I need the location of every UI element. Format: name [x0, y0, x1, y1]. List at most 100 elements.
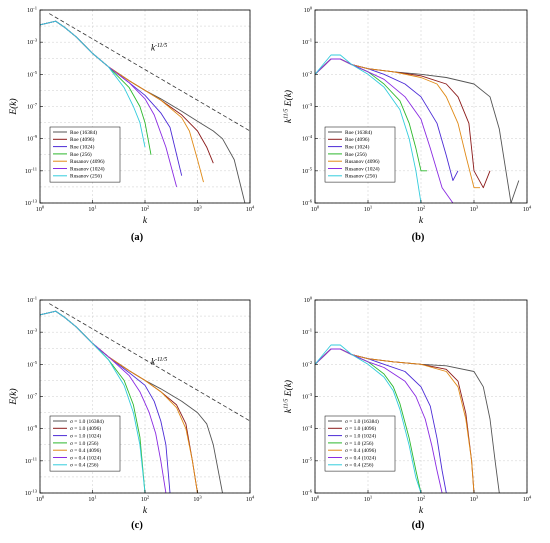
legend-box: [49, 126, 121, 183]
series-line-7: [315, 344, 422, 493]
y-tick-label: 100: [304, 6, 313, 15]
legend-entry: Rusanov (4096): [345, 158, 380, 165]
legend-entry: Roe (256): [70, 151, 92, 158]
legend-entry: σ = 1.0 (1024): [345, 433, 376, 440]
x-tick-label: 101: [364, 495, 373, 504]
reference-slope-line: [49, 13, 250, 132]
y-tick-label: 10-4: [302, 424, 313, 433]
legend-entry: σ = 0.4 (1024): [70, 454, 101, 461]
x-tick-label: 103: [193, 205, 202, 214]
reference-slope-line: [49, 303, 250, 422]
legend-entry: Rusanov (4096): [70, 158, 105, 165]
x-tick-label: 104: [246, 205, 255, 214]
legend-box: [49, 415, 121, 472]
y-tick-label: 10-5: [27, 360, 38, 369]
x-axis-label: k: [143, 216, 148, 226]
legend-entry: Rusanov (1024): [70, 165, 105, 172]
legend-entry: Rusanov (1024): [345, 165, 380, 172]
x-tick-label: 100: [311, 495, 320, 504]
y-tick-label: 10-5: [302, 456, 313, 465]
y-tick-label: 10-5: [302, 166, 313, 175]
legend-entry: σ = 1.0 (4096): [345, 425, 376, 432]
legend-box: [324, 415, 396, 472]
y-tick-label: 10-11: [25, 166, 38, 175]
legend-entry: σ = 1.0 (256): [345, 440, 374, 447]
y-tick-label: 10-9: [27, 134, 38, 143]
x-axis-label: k: [419, 506, 424, 516]
x-tick-label: 100: [36, 495, 45, 504]
legend: σ = 1.0 (16384)σ = 1.0 (4096)σ = 1.0 (10…: [49, 415, 121, 472]
legend-entry: σ = 0.4 (256): [345, 462, 374, 469]
y-tick-label: 10-7: [27, 102, 38, 111]
y-tick-label: 10-3: [27, 38, 38, 47]
legend-entry: Roe (16384): [345, 129, 372, 136]
panel-caption: (d): [412, 520, 425, 531]
slope-annotation: k-11/5: [151, 43, 167, 53]
x-tick-label: 101: [364, 205, 373, 214]
legend-entry: σ = 0.4 (4096): [345, 447, 376, 454]
legend-entry: Roe (4096): [345, 136, 370, 143]
series-line-6: [315, 58, 454, 203]
x-tick-label: 101: [88, 495, 97, 504]
y-tick-label: 10-1: [302, 38, 313, 47]
y-tick-label: 10-6: [302, 489, 313, 498]
x-tick-label: 103: [470, 205, 479, 214]
series-line-7: [40, 20, 146, 148]
x-tick-label: 104: [246, 495, 255, 504]
x-tick-label: 102: [417, 495, 426, 504]
chart-panel-a: 100 101 102 103 104 10-13 10-11 10-9 10-7 10-5 10-…: [8, 6, 255, 244]
x-tick-label: 100: [36, 205, 45, 214]
legend-entry: σ = 1.0 (4096): [70, 425, 101, 432]
series-line-6: [315, 348, 443, 493]
y-tick-label: 10-6: [302, 199, 313, 208]
legend-entry: Roe (4096): [70, 136, 95, 143]
y-tick-label: 10-9: [27, 424, 38, 433]
y-tick-label: 100: [304, 296, 313, 305]
y-axis-label: k11/5 E(k): [283, 90, 294, 123]
x-tick-label: 102: [417, 205, 426, 214]
legend: Roe (16384)Roe (4096)Roe (1024)Roe (256)…: [324, 126, 396, 183]
x-tick-label: 100: [311, 205, 320, 214]
legend: Roe (16384)Roe (4096)Roe (1024)Roe (256)…: [49, 126, 121, 183]
y-tick-label: 10-4: [302, 134, 313, 143]
y-tick-label: 10-13: [25, 199, 38, 208]
legend-entry: σ = 0.4 (4096): [70, 447, 101, 454]
y-tick-label: 10-11: [25, 456, 38, 465]
y-axis-label: E(k): [8, 98, 19, 115]
y-axis-label: k11/5 E(k): [283, 380, 294, 413]
series-line-7: [315, 54, 422, 203]
legend-entry: Rusanov (256): [70, 173, 102, 180]
legend-box: [324, 126, 396, 183]
x-tick-label: 102: [141, 495, 150, 504]
y-axis-label: E(k): [8, 388, 19, 405]
y-tick-label: 10-1: [302, 328, 313, 337]
panel-caption: (a): [131, 232, 144, 243]
chart-panel-b: 100 101 102 103 104 10-6 10-5 10-4 10-3 10-2 10-1 1…: [283, 6, 532, 244]
legend-entry: σ = 1.0 (1024): [70, 433, 101, 440]
chart-panel-c: 100 101 102 103 104 10-13 10-11 10-9 10-7 10-5 10-…: [8, 296, 255, 532]
x-tick-label: 104: [523, 495, 532, 504]
legend-entry: Rusanov (256): [345, 173, 377, 180]
y-tick-label: 10-13: [25, 489, 38, 498]
y-tick-label: 10-1: [27, 6, 38, 15]
x-axis-label: k: [419, 216, 424, 226]
x-tick-label: 103: [193, 495, 202, 504]
chart-panel-d: 100 101 102 103 104 10-6 10-5 10-4 10-3 10-2 10-1 1…: [283, 296, 532, 532]
y-tick-label: 10-2: [302, 70, 313, 79]
legend-entry: Roe (256): [345, 151, 367, 158]
panel-caption: (c): [131, 520, 143, 531]
series-line-7: [40, 310, 146, 493]
x-tick-label: 104: [523, 205, 532, 214]
x-tick-label: 103: [470, 495, 479, 504]
legend-entry: Roe (1024): [70, 144, 95, 151]
legend-entry: Roe (1024): [345, 144, 370, 151]
y-tick-label: 10-3: [302, 392, 313, 401]
legend-entry: σ = 0.4 (1024): [345, 454, 376, 461]
legend: σ = 1.0 (16384)σ = 1.0 (4096)σ = 1.0 (10…: [324, 415, 396, 472]
y-tick-label: 10-1: [27, 296, 38, 305]
legend-entry: σ = 1.0 (16384): [345, 418, 379, 425]
panel-caption: (b): [412, 232, 425, 243]
legend-entry: Roe (16384): [70, 129, 97, 136]
x-tick-label: 101: [88, 205, 97, 214]
legend-entry: σ = 1.0 (16384): [70, 418, 104, 425]
